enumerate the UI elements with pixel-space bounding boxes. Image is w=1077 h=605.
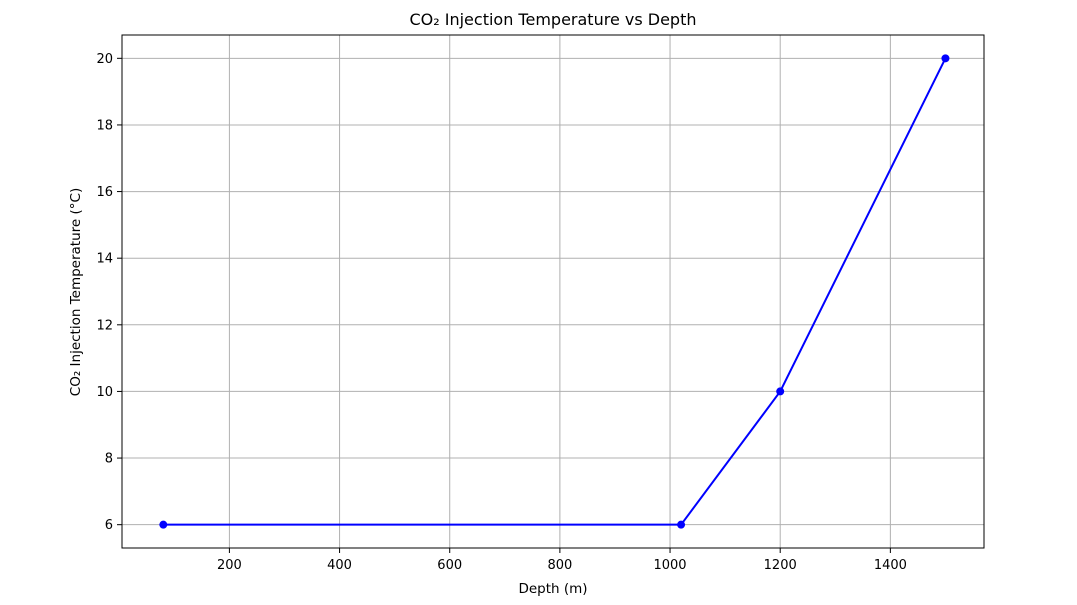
data-point: [941, 54, 950, 63]
chart-title: CO₂ Injection Temperature vs Depth: [409, 10, 696, 29]
data-point: [776, 387, 785, 396]
y-tick-label: 12: [96, 318, 113, 333]
series-line: [163, 57, 947, 526]
y-tick-label: 16: [96, 185, 113, 200]
x-tick-label: 1400: [874, 558, 907, 573]
plot-area-frame: [121, 34, 985, 549]
grid-lines: [122, 35, 984, 548]
y-axis-label: CO₂ Injection Temperature (°C): [68, 188, 84, 396]
x-axis: 200 400 600 800 1000 1200 1400: [217, 548, 907, 573]
y-tick-label: 18: [96, 118, 113, 133]
y-tick-label: 10: [96, 385, 113, 400]
data-point: [159, 520, 168, 529]
y-axis: 6 8 10 12 14 16 18 20: [96, 52, 122, 533]
x-tick-label: 800: [547, 558, 572, 573]
data-point: [677, 520, 686, 529]
x-tick-label: 400: [327, 558, 352, 573]
x-tick-label: 200: [217, 558, 242, 573]
x-tick-label: 1200: [764, 558, 797, 573]
x-axis-label: Depth (m): [518, 581, 587, 597]
x-tick-label: 1000: [653, 558, 686, 573]
x-tick-label: 600: [437, 558, 462, 573]
y-tick-label: 14: [96, 252, 113, 267]
y-tick-label: 8: [105, 452, 113, 467]
y-tick-label: 6: [105, 518, 113, 533]
data-series: [159, 54, 950, 529]
y-tick-label: 20: [96, 52, 113, 67]
